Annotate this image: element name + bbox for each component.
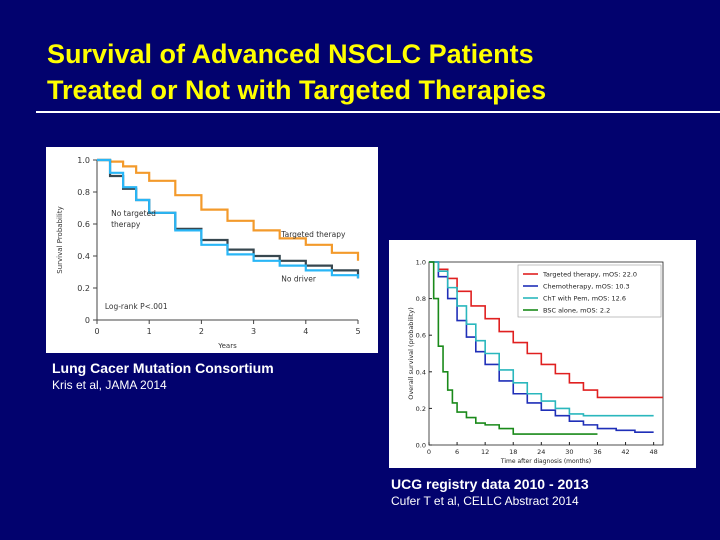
label-no-targeted-therapy-2: therapy: [111, 220, 141, 229]
y-tick-label: 0.8: [416, 295, 426, 303]
x-tick-label: 6: [455, 448, 459, 456]
kaplan-meier-chart-lcmc: 0 0.2 0.4 0.6 0.8 1.0 0 1 2 3 4 5 Years Survival Prob…: [46, 147, 378, 353]
y-tick-label: 1.0: [77, 156, 90, 165]
kaplan-meier-chart-ucg: 0.0 0.2 0.4 0.6 0.8 1.0 0 6 12 18 24 30 36 42 48 Time a…: [389, 240, 696, 468]
series-no-driver-line: [97, 158, 360, 279]
chart-lcmc-svg: 0 0.2 0.4 0.6 0.8 1.0 0 1 2 3 4 5 Years Survival Prob…: [56, 156, 361, 350]
series-targeted-therapy-line: [429, 261, 663, 399]
chart-ucg-svg: 0.0 0.2 0.4 0.6 0.8 1.0 0 6 12 18 24 30 36 42 48 Time a…: [407, 259, 664, 465]
caption-lcmc-title: Lung Cacer Mutation Consortium: [52, 360, 274, 376]
caption-lcmc-source: Kris et al, JAMA 2014: [52, 378, 167, 392]
y-tick-label: 0.4: [77, 252, 90, 261]
x-tick-label: 2: [199, 327, 204, 336]
x-tick-label: 30: [565, 448, 573, 456]
x-tick-label: 4: [303, 327, 308, 336]
y-tick-label: 0.4: [416, 368, 426, 376]
x-axis-label: Years: [217, 342, 237, 350]
label-no-driver: No driver: [281, 275, 317, 284]
x-tick-label: 1: [147, 327, 152, 336]
y-axis-label: Survival Probability: [56, 206, 64, 273]
series-bsc-alone-line: [429, 261, 598, 435]
y-tick-label: 0.6: [77, 220, 90, 229]
x-tick-label: 18: [509, 448, 517, 456]
x-tick-label: 42: [621, 448, 629, 456]
caption-ucg-title: UCG registry data 2010 - 2013: [391, 476, 589, 492]
plot-frame: [428, 261, 664, 446]
legend-label: Chemotherapy, mOS: 10.3: [543, 283, 630, 291]
slide-title: Survival of Advanced NSCLC Patients Trea…: [47, 36, 687, 108]
slide-title-line2: Treated or Not with Targeted Therapies: [47, 75, 547, 105]
x-tick-label: 12: [481, 448, 489, 456]
title-divider: [36, 111, 720, 113]
x-tick-label: 5: [355, 327, 360, 336]
x-tick-label: 0: [94, 327, 99, 336]
x-tick-label: 3: [251, 327, 256, 336]
y-axis-label: Overall survival (probability): [407, 307, 415, 400]
label-targeted-therapy: Targeted therapy: [280, 230, 346, 239]
x-tick-label: 36: [593, 448, 601, 456]
x-tick-label: 48: [649, 448, 657, 456]
label-no-targeted-therapy-1: No targeted: [111, 209, 156, 218]
x-tick-label: 24: [537, 448, 545, 456]
legend-box: [517, 264, 662, 318]
y-tick-label: 0.0: [416, 442, 426, 450]
caption-ucg-source: Cufer T et al, CELLC Abstract 2014: [391, 494, 579, 508]
y-tick-label: 0.2: [77, 284, 90, 293]
legend-label: ChT with Pem, mOS: 12.6: [543, 295, 626, 303]
y-tick-label: 0: [85, 316, 90, 325]
legend-label: BSC alone, mOS: 2.2: [543, 307, 610, 315]
y-tick-label: 0.2: [416, 405, 426, 413]
x-tick-label: 0: [427, 448, 431, 456]
y-tick-label: 1.0: [416, 259, 426, 267]
x-axis-label: Time after diagnosis (months): [500, 458, 591, 465]
y-tick-label: 0.8: [77, 188, 90, 197]
slide-title-line1: Survival of Advanced NSCLC Patients: [47, 39, 534, 69]
series-cht-pem-line: [429, 261, 654, 417]
legend-label: Targeted therapy, mOS: 22.0: [542, 271, 637, 279]
annotation-log-rank: Log-rank P<.001: [105, 302, 168, 311]
y-tick-label: 0.6: [416, 332, 426, 340]
series-chemotherapy-line: [429, 261, 654, 433]
series-targeted-therapy-line: [97, 158, 360, 261]
